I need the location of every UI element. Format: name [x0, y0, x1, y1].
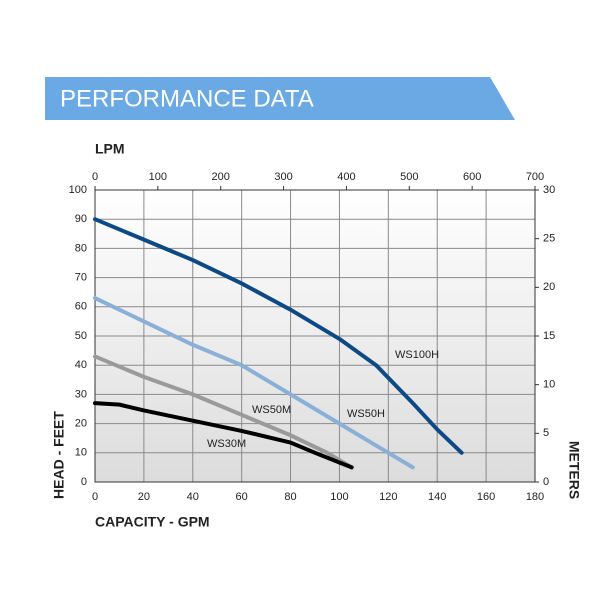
- x2-tick-label: 300: [274, 171, 292, 183]
- series-label: WS30M: [207, 438, 246, 450]
- x-tick-label: 40: [187, 491, 199, 503]
- y-tick-label: 40: [75, 359, 87, 371]
- x2-tick-label: 700: [526, 171, 544, 183]
- y2-tick-label: 10: [543, 379, 555, 391]
- y2-tick-label: 25: [543, 233, 555, 245]
- y-tick-label: 10: [75, 447, 87, 459]
- x-tick-label: 120: [379, 491, 397, 503]
- y-tick-label: 30: [75, 388, 87, 400]
- y2-tick-label: 30: [543, 184, 555, 196]
- x2-tick-label: 400: [337, 171, 355, 183]
- x-tick-label: 80: [284, 491, 296, 503]
- series-label: WS50H: [347, 408, 385, 420]
- x-tick-label: 140: [428, 491, 446, 503]
- x2-tick-label: 0: [92, 171, 98, 183]
- x2-tick-label: 200: [212, 171, 230, 183]
- y-tick-label: 70: [75, 272, 87, 284]
- series-line: [93, 217, 464, 455]
- y-tick-label: 50: [75, 330, 87, 342]
- series-line: [93, 296, 415, 470]
- y-tick-label: 0: [81, 476, 87, 488]
- y-tick-label: 90: [75, 213, 87, 225]
- y2-axis-label: METERS: [566, 441, 582, 499]
- y-tick-label: 80: [75, 242, 87, 254]
- y-tick-label: 20: [75, 418, 87, 430]
- title-banner: [45, 77, 515, 120]
- x-axis-label: CAPACITY - GPM: [95, 514, 210, 530]
- y2-tick-label: 20: [543, 281, 555, 293]
- x2-axis-label: LPM: [95, 141, 125, 157]
- y-tick-label: 60: [75, 301, 87, 313]
- x2-tick-label: 100: [149, 171, 167, 183]
- y2-tick-label: 15: [543, 330, 555, 342]
- series-label: WS100H: [395, 349, 439, 361]
- series-line: [93, 401, 354, 470]
- y2-tick-label: 5: [543, 427, 549, 439]
- x-tick-label: 20: [138, 491, 150, 503]
- x-tick-label: 160: [477, 491, 495, 503]
- y2-tick-label: 0: [543, 476, 549, 488]
- series-label: WS50M: [252, 404, 291, 416]
- chart-title: PERFORMANCE DATA: [60, 85, 314, 112]
- x-tick-label: 180: [526, 491, 544, 503]
- y-tick-label: 100: [69, 184, 87, 196]
- x2-tick-label: 500: [400, 171, 418, 183]
- plot-border: [94, 189, 536, 483]
- y-axis-label: HEAD - FEET: [51, 411, 67, 499]
- x-tick-label: 60: [236, 491, 248, 503]
- x-tick-label: 0: [92, 491, 98, 503]
- series-line: [93, 354, 354, 470]
- x2-tick-label: 600: [463, 171, 481, 183]
- x-tick-label: 100: [330, 491, 348, 503]
